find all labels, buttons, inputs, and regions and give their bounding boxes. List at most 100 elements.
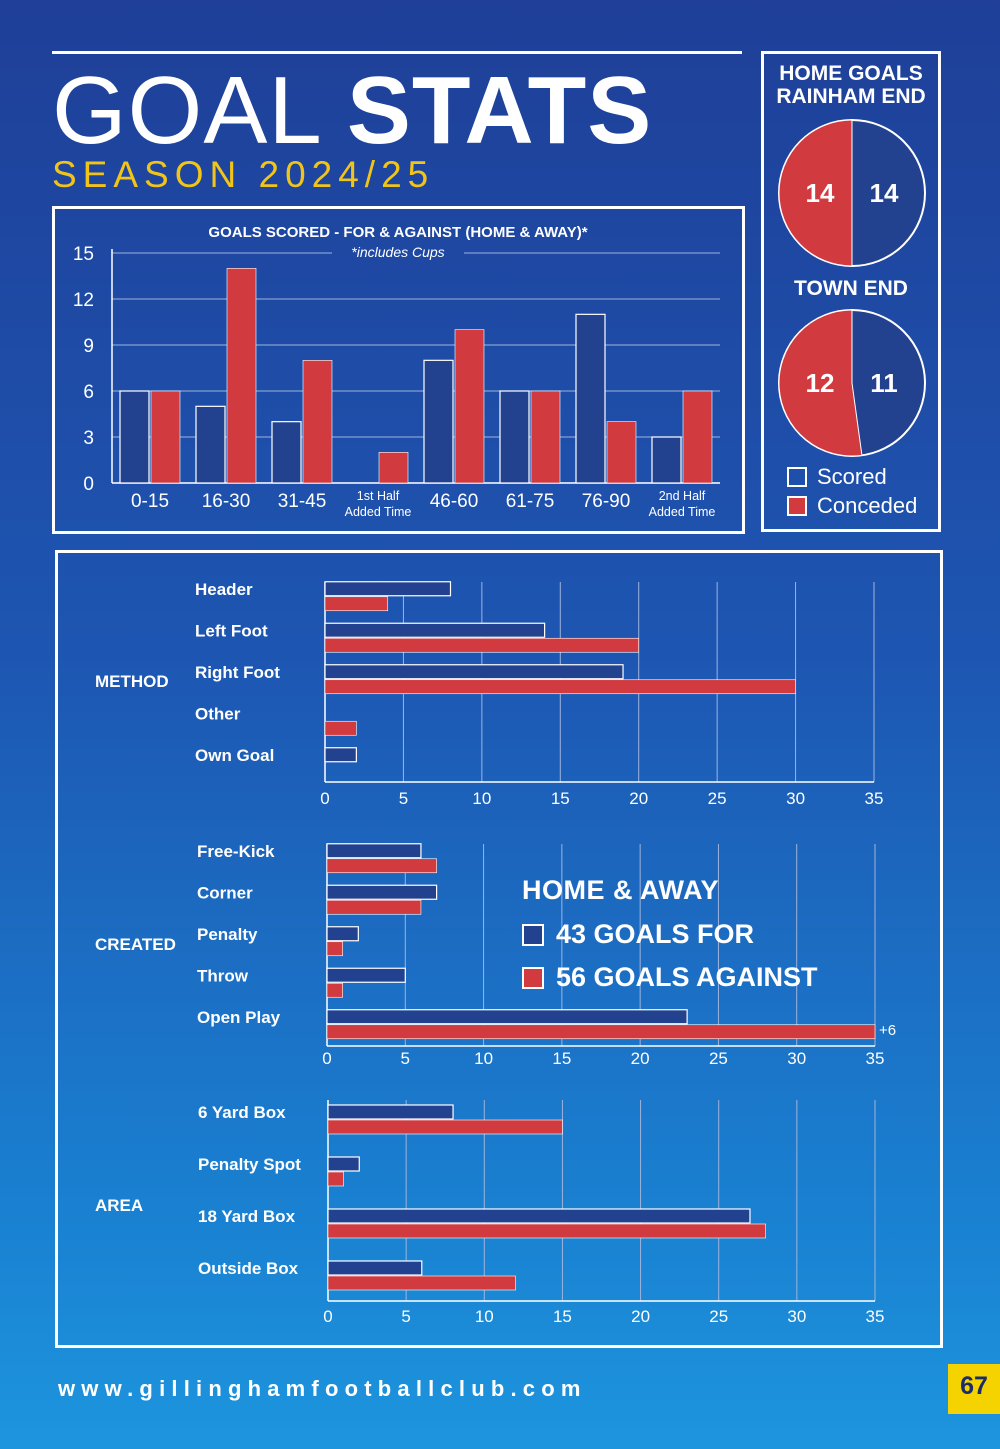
timing-bar-conceded — [302, 360, 333, 484]
timing-x-tick-line: 1st Half — [357, 489, 400, 503]
home-away-for-swatch — [522, 923, 544, 946]
timing-bar-conceded — [530, 390, 561, 484]
timing-bar-conceded — [378, 452, 409, 484]
area-group-label: AREA — [95, 1196, 143, 1215]
timing-bar-conceded — [454, 329, 485, 484]
created-bar-scored — [326, 884, 438, 900]
method-bar-conceded — [324, 637, 640, 653]
method-bar-scored — [324, 747, 357, 763]
timing-x-tick: 0-15 — [131, 491, 169, 512]
method-x-tick: 25 — [708, 789, 727, 808]
timing-bar-scored — [651, 436, 682, 484]
created-bar-scored — [326, 1009, 688, 1025]
timing-x-tick: 61-75 — [506, 491, 555, 512]
page-number: 67 — [960, 1372, 988, 1400]
timing-y-tick: 0 — [83, 474, 94, 495]
home-away-against-label: 56 GOALS AGAINST — [556, 962, 818, 992]
timing-y-tick: 15 — [73, 244, 94, 265]
timing-y-tick: 12 — [73, 290, 94, 311]
area-category-label: Penalty Spot — [198, 1155, 301, 1174]
season-label: SEASON 2024/25 — [52, 154, 435, 195]
created-bar-scored — [326, 926, 359, 942]
timing-chart-subtitle: *includes Cups — [351, 244, 444, 260]
timing-bar-scored — [423, 359, 454, 484]
timing-x-tick: 16-30 — [202, 491, 251, 512]
timing-bar-scored — [499, 390, 530, 484]
legend-scored: Scored — [787, 464, 887, 490]
area-x-tick: 5 — [401, 1307, 410, 1326]
area-bar-scored — [327, 1156, 360, 1172]
method-bar-scored — [324, 664, 624, 680]
timing-chart: GOALS SCORED - FOR & AGAINST (HOME & AWA… — [73, 224, 720, 519]
method-x-tick: 10 — [472, 789, 491, 808]
home-away-for-label: 43 GOALS FOR — [556, 919, 755, 949]
timing-x-tick-line: 2nd Half — [659, 489, 706, 503]
created-annotation: +6 — [879, 1022, 896, 1039]
method-x-tick: 30 — [786, 789, 805, 808]
timing-bar-conceded — [150, 390, 181, 484]
timing-bar-conceded — [606, 421, 637, 484]
created-category-label: Free-Kick — [197, 842, 275, 861]
pie-title-rainham: HOME GOALS RAINHAM END — [761, 62, 941, 108]
timing-y-tick: 9 — [83, 336, 94, 357]
timing-bar-conceded — [682, 390, 713, 484]
area-bar-scored — [327, 1208, 751, 1224]
pie-value-conceded: 14 — [806, 178, 835, 208]
timing-x-tick: 46-60 — [430, 491, 479, 512]
timing-bar-conceded — [226, 268, 257, 484]
method-category-label: Header — [195, 580, 253, 599]
home-away-against-swatch — [522, 966, 544, 989]
pie-panel — [761, 51, 941, 532]
home-away-heading: HOME & AWAY — [522, 875, 720, 905]
method-bar-scored — [324, 622, 546, 638]
created-category-label: Corner — [197, 883, 253, 902]
timing-bar-scored — [195, 405, 226, 484]
created-x-tick: 30 — [787, 1049, 806, 1068]
created-x-tick: 25 — [709, 1049, 728, 1068]
breakdown-charts: 0 5 10 15 20 25 30 35 METHOD Header Left Foot Right… — [95, 580, 896, 1326]
created-category-label: Throw — [197, 966, 249, 985]
timing-chart-panel — [52, 206, 745, 534]
timing-x-tick: 2nd Half Added Time — [649, 489, 716, 519]
home-away-against: 56 GOALS AGAINST — [522, 962, 818, 993]
created-x-tick: 15 — [552, 1049, 571, 1068]
area-category-label: Outside Box — [198, 1259, 299, 1278]
area-x-tick: 10 — [475, 1307, 494, 1326]
footer-url[interactable]: www.gillinghamfootballclub.com — [58, 1376, 587, 1401]
method-bar-conceded — [324, 720, 357, 736]
created-x-tick: 35 — [866, 1049, 885, 1068]
pie-value-scored: 11 — [870, 368, 898, 398]
timing-bar-scored — [271, 421, 302, 484]
method-x-tick: 0 — [320, 789, 329, 808]
pie-slice-conceded — [778, 119, 853, 267]
timing-x-tick: 31-45 — [278, 491, 327, 512]
pie-chart-rainham: 14 14 — [778, 119, 926, 267]
area-x-tick: 20 — [631, 1307, 650, 1326]
method-x-tick: 20 — [629, 789, 648, 808]
area-bar-conceded — [327, 1275, 516, 1291]
area-bar-conceded — [327, 1223, 766, 1239]
method-category-label: Right Foot — [195, 663, 280, 682]
method-x-tick: 5 — [399, 789, 408, 808]
created-group-label: CREATED — [95, 935, 176, 954]
legend-conceded: Conceded — [787, 493, 917, 519]
method-category-label: Own Goal — [195, 746, 274, 765]
created-x-tick: 20 — [631, 1049, 650, 1068]
timing-x-tick-line: Added Time — [649, 505, 716, 519]
area-bar-scored — [327, 1260, 423, 1276]
area-x-tick: 25 — [709, 1307, 728, 1326]
timing-bar-scored — [119, 390, 150, 484]
header-rule — [52, 51, 742, 54]
created-bar-conceded — [326, 858, 437, 874]
timing-x-tick: 1st Half Added Time — [345, 489, 412, 519]
area-x-tick: 35 — [866, 1307, 885, 1326]
timing-bar-scored — [575, 313, 606, 484]
pie-title-town: TOWN END — [761, 277, 941, 300]
legend-conceded-label: Conceded — [817, 493, 918, 518]
method-group-label: METHOD — [95, 672, 169, 691]
legend-conceded-swatch — [787, 496, 807, 516]
title-light: GOAL — [52, 57, 320, 164]
timing-y-tick: 3 — [83, 428, 94, 449]
home-away-for: 43 GOALS FOR — [522, 919, 754, 950]
page-title: GOAL STATS — [52, 56, 652, 166]
